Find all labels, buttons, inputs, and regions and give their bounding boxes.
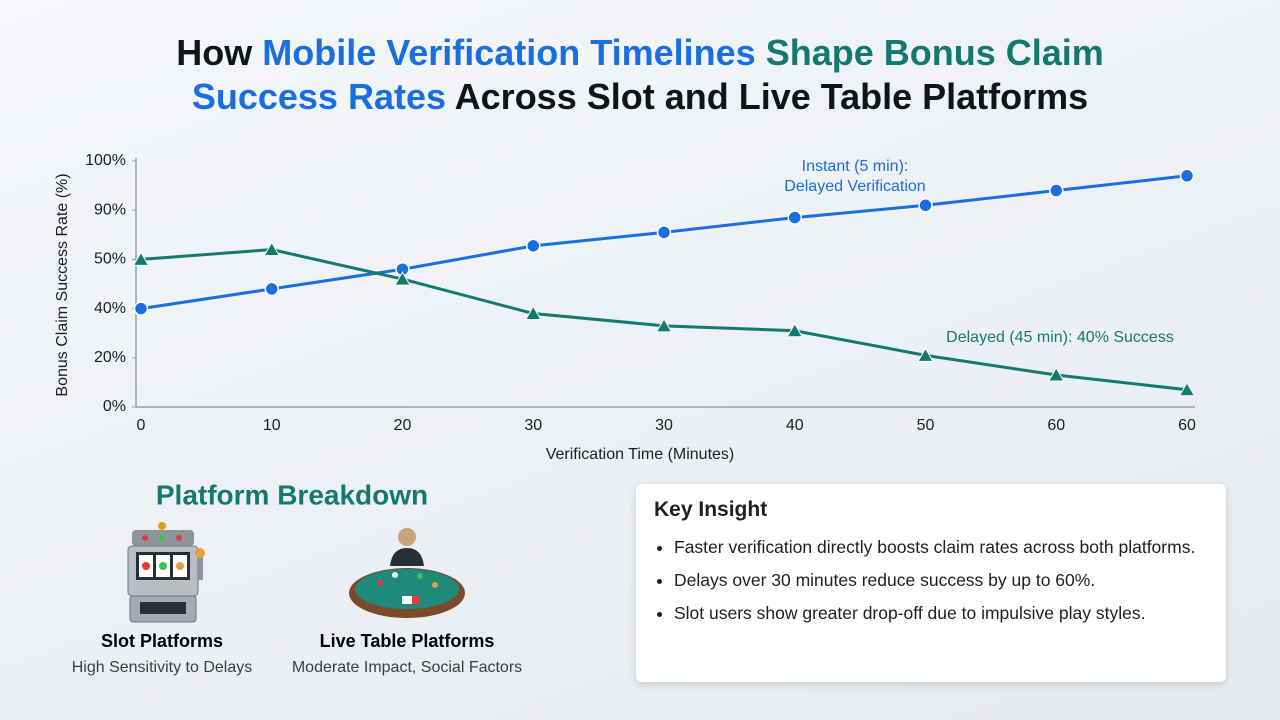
point — [787, 210, 802, 225]
x-tick-label: 20 — [394, 417, 412, 434]
point — [263, 241, 281, 257]
insight-title: Key Insight — [654, 498, 768, 521]
point — [1047, 367, 1065, 382]
point — [1178, 381, 1196, 397]
x-tick-label: 0 — [137, 417, 146, 434]
y-tick-label: 90% — [94, 201, 126, 218]
chart: Verification Time (Minutes) Bonus Claim … — [54, 152, 1196, 463]
x-tick-label: 50 — [917, 417, 935, 434]
title-part: Shape Bonus Claim — [766, 32, 1104, 73]
insight-bullet: Slot users show greater drop-off due to … — [674, 602, 1208, 624]
x-tick-label: 10 — [263, 417, 281, 434]
insight-bullet: Faster verification directly boosts clai… — [674, 536, 1208, 558]
point — [394, 271, 411, 286]
y-tick-label: 20% — [94, 349, 126, 366]
point — [264, 281, 279, 297]
section-title: Platform Breakdown — [156, 479, 428, 510]
y-tick-label: 40% — [94, 300, 126, 317]
annotation: Instant (5 min): — [802, 158, 909, 175]
point — [917, 347, 934, 362]
insight-bullet: Delays over 30 minutes reduce success by… — [674, 569, 1208, 591]
point — [132, 251, 150, 266]
point — [655, 317, 673, 333]
insight-list: Faster verification directly boosts clai… — [654, 536, 1208, 624]
table-icon — [349, 528, 465, 618]
title-part: Across Slot and Live Table Platforms — [446, 76, 1088, 117]
point — [1179, 168, 1195, 184]
point — [133, 301, 149, 316]
point — [524, 305, 542, 321]
x-tick-label: 40 — [786, 417, 804, 434]
title-part: Success Rates — [192, 76, 446, 117]
platform-desc: Moderate Impact, Social Factors — [292, 659, 522, 676]
x-tick-label: 30 — [655, 417, 673, 434]
x-axis-label: Verification Time (Minutes) — [546, 446, 735, 463]
y-tick-label: 100% — [85, 152, 126, 169]
point — [656, 225, 672, 240]
insight-card: Key Insight Faster verification directly… — [636, 484, 1226, 682]
y-axis-label: Bonus Claim Success Rate (%) — [54, 173, 71, 396]
platform-name: Slot Platforms — [101, 631, 223, 651]
slot-icon — [127, 522, 205, 623]
title-line: How Mobile Verification Timelines Shape … — [176, 32, 1104, 73]
x-tick-label: 60 — [1178, 417, 1196, 434]
point — [1049, 183, 1064, 198]
point — [526, 238, 541, 254]
x-tick-label: 60 — [1047, 417, 1065, 434]
x-tick-label: 30 — [524, 417, 542, 434]
annotation: Delayed Verification — [784, 178, 925, 195]
platform-desc: High Sensitivity to Delays — [72, 659, 253, 676]
series-line — [140, 174, 1188, 311]
title-line: Success Rates Across Slot and Live Table… — [192, 76, 1088, 117]
title-part: Mobile Verification Timelines — [262, 32, 765, 73]
point — [918, 198, 933, 213]
y-tick-label: 50% — [94, 251, 126, 268]
y-tick-label: 0% — [103, 398, 126, 415]
title-part: How — [176, 32, 262, 73]
annotation: Delayed (45 min): 40% Success — [946, 329, 1174, 346]
point — [786, 322, 804, 338]
platform-name: Live Table Platforms — [320, 631, 495, 651]
